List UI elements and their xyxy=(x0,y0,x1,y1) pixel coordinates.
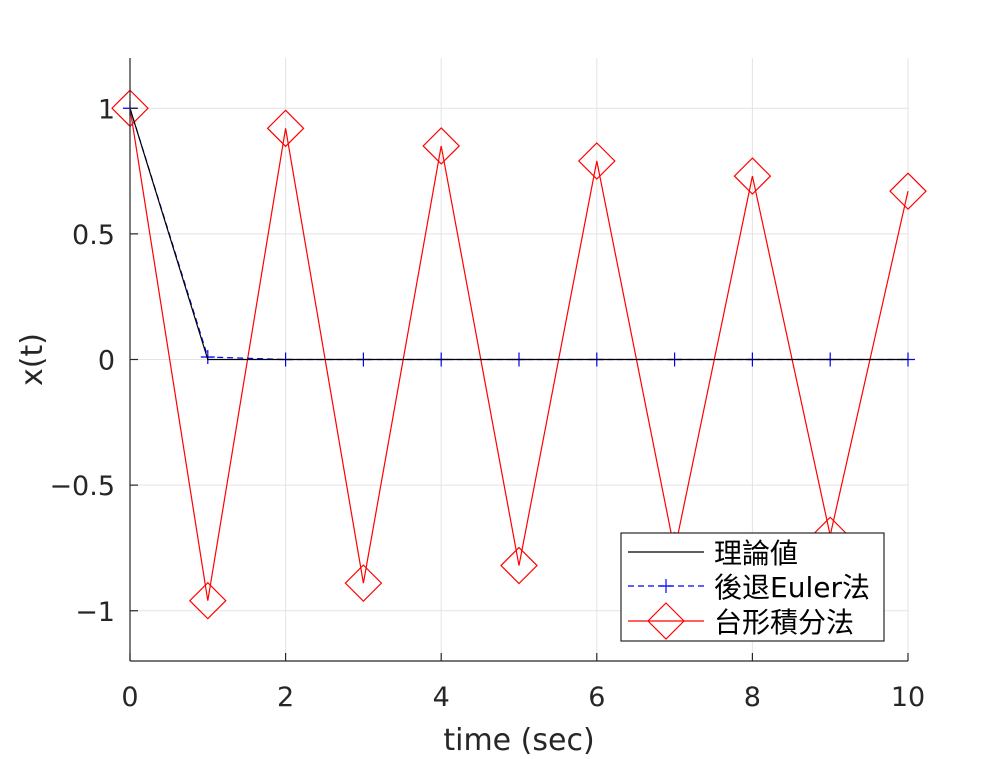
x-tick-label: 8 xyxy=(744,682,761,713)
x-tick-label: 4 xyxy=(433,682,450,713)
x-tick-label: 0 xyxy=(121,682,138,713)
legend-label-trapezoidal: 台形積分法 xyxy=(714,606,854,639)
data-point-trapezoidal xyxy=(577,142,616,180)
legend-item-backward-euler: 後退Euler法 xyxy=(628,571,870,604)
legend-box xyxy=(620,532,885,642)
y-tick-label: −0.5 xyxy=(49,471,115,502)
y-tick-label: 1 xyxy=(98,94,115,125)
data-point-backward-euler xyxy=(200,349,215,364)
data-point-trapezoidal xyxy=(188,581,227,620)
data-point-trapezoidal xyxy=(733,157,772,195)
data-point-trapezoidal xyxy=(422,127,461,165)
legend-label-backward-euler: 後退Euler法 xyxy=(714,571,870,604)
legend-label-theory: 理論値 xyxy=(714,537,798,570)
tick-labels: 0 2 4 6 8 10 −1 −0.5 0 0.5 1 xyxy=(49,94,925,713)
series-theory xyxy=(129,108,908,361)
x-axis-label: time (sec) xyxy=(443,723,594,758)
data-point-trapezoidal xyxy=(266,109,305,148)
y-tick-label: 0.5 xyxy=(72,220,115,251)
y-tick-label: 0 xyxy=(98,346,115,377)
legend-marker-trapezoidal xyxy=(647,602,685,640)
axes xyxy=(129,58,909,662)
legend: 理論値 後退Euler法 台形積分法 xyxy=(620,532,885,642)
x-tick-label: 2 xyxy=(277,682,294,713)
data-point-trapezoidal xyxy=(344,564,383,602)
legend-marker-backward-euler xyxy=(659,579,673,593)
legend-item-trapezoidal: 台形積分法 xyxy=(628,602,854,640)
x-tick-label: 6 xyxy=(588,682,605,713)
y-tick-label: −1 xyxy=(75,597,115,628)
y-axis-label: x(t) xyxy=(15,333,50,386)
series-layer xyxy=(111,89,927,620)
series-line-trapezoidal xyxy=(129,108,909,601)
data-point-trapezoidal xyxy=(889,172,927,211)
legend-item-theory: 理論値 xyxy=(628,537,798,570)
series-trapezoidal xyxy=(111,89,927,620)
series-line-theory xyxy=(129,108,908,361)
x-tick-label: 10 xyxy=(891,682,925,713)
data-point-trapezoidal xyxy=(500,546,538,585)
